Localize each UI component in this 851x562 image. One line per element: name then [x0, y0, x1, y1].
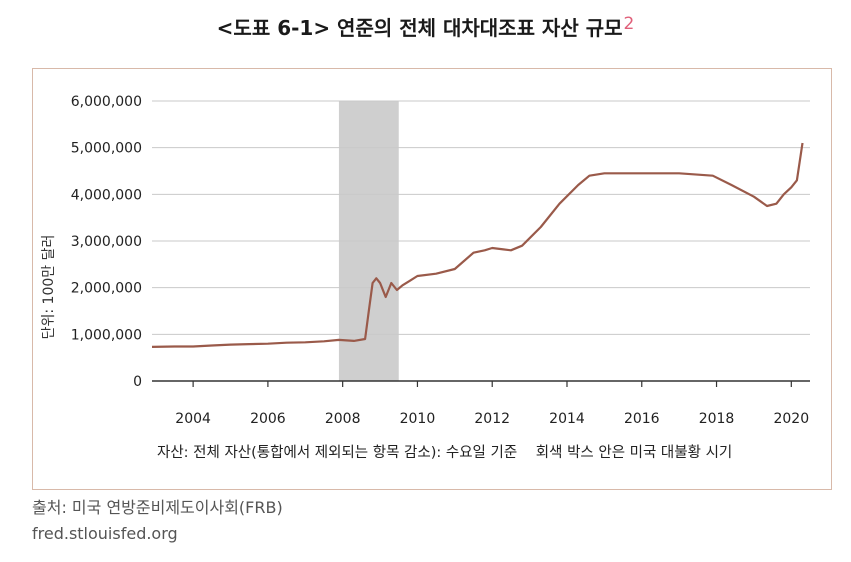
y-tick-label: 1,000,000	[71, 327, 142, 343]
y-tick-label: 0	[133, 374, 142, 390]
chart-note: 자산: 전체 자산(통합에서 제외되는 항목 감소): 수요일 기준 회색 박스…	[157, 441, 732, 462]
x-tick-label: 2014	[549, 411, 585, 427]
x-tick-label: 2018	[699, 411, 735, 427]
y-tick-label: 2,000,000	[71, 281, 142, 297]
source-url: fred.stlouisfed.org	[32, 524, 178, 543]
title-superscript: 2	[623, 14, 635, 34]
y-tick-label: 6,000,000	[71, 94, 142, 110]
y-axis-title: 단위: 100만 달러	[41, 234, 57, 340]
source-label: 출처: 미국 연방준비제도이사회(FRB)	[32, 498, 283, 517]
chart-title: <도표 6-1> 연준의 전체 대차대조표 자산 규모2	[216, 14, 635, 40]
x-tick-label: 2016	[624, 411, 660, 427]
series-line	[151, 142, 804, 348]
chart-frame	[32, 68, 832, 490]
note-text: 자산: 전체 자산(통합에서 제외되는 항목 감소): 수요일 기준	[157, 445, 518, 461]
y-tick-label: 5,000,000	[71, 141, 142, 157]
x-tick-label: 2020	[773, 411, 809, 427]
y-tick-label: 4,000,000	[71, 187, 142, 203]
y-tick-label: 3,000,000	[71, 234, 142, 250]
x-tick-label: 2010	[400, 411, 436, 427]
x-tick-label: 2012	[474, 411, 510, 427]
note-shade-text: 회색 박스 안은 미국 대불황 시기	[535, 445, 733, 461]
x-tick-label: 2004	[175, 411, 211, 427]
x-tick-label: 2008	[325, 411, 361, 427]
x-tick-label: 2006	[250, 411, 286, 427]
